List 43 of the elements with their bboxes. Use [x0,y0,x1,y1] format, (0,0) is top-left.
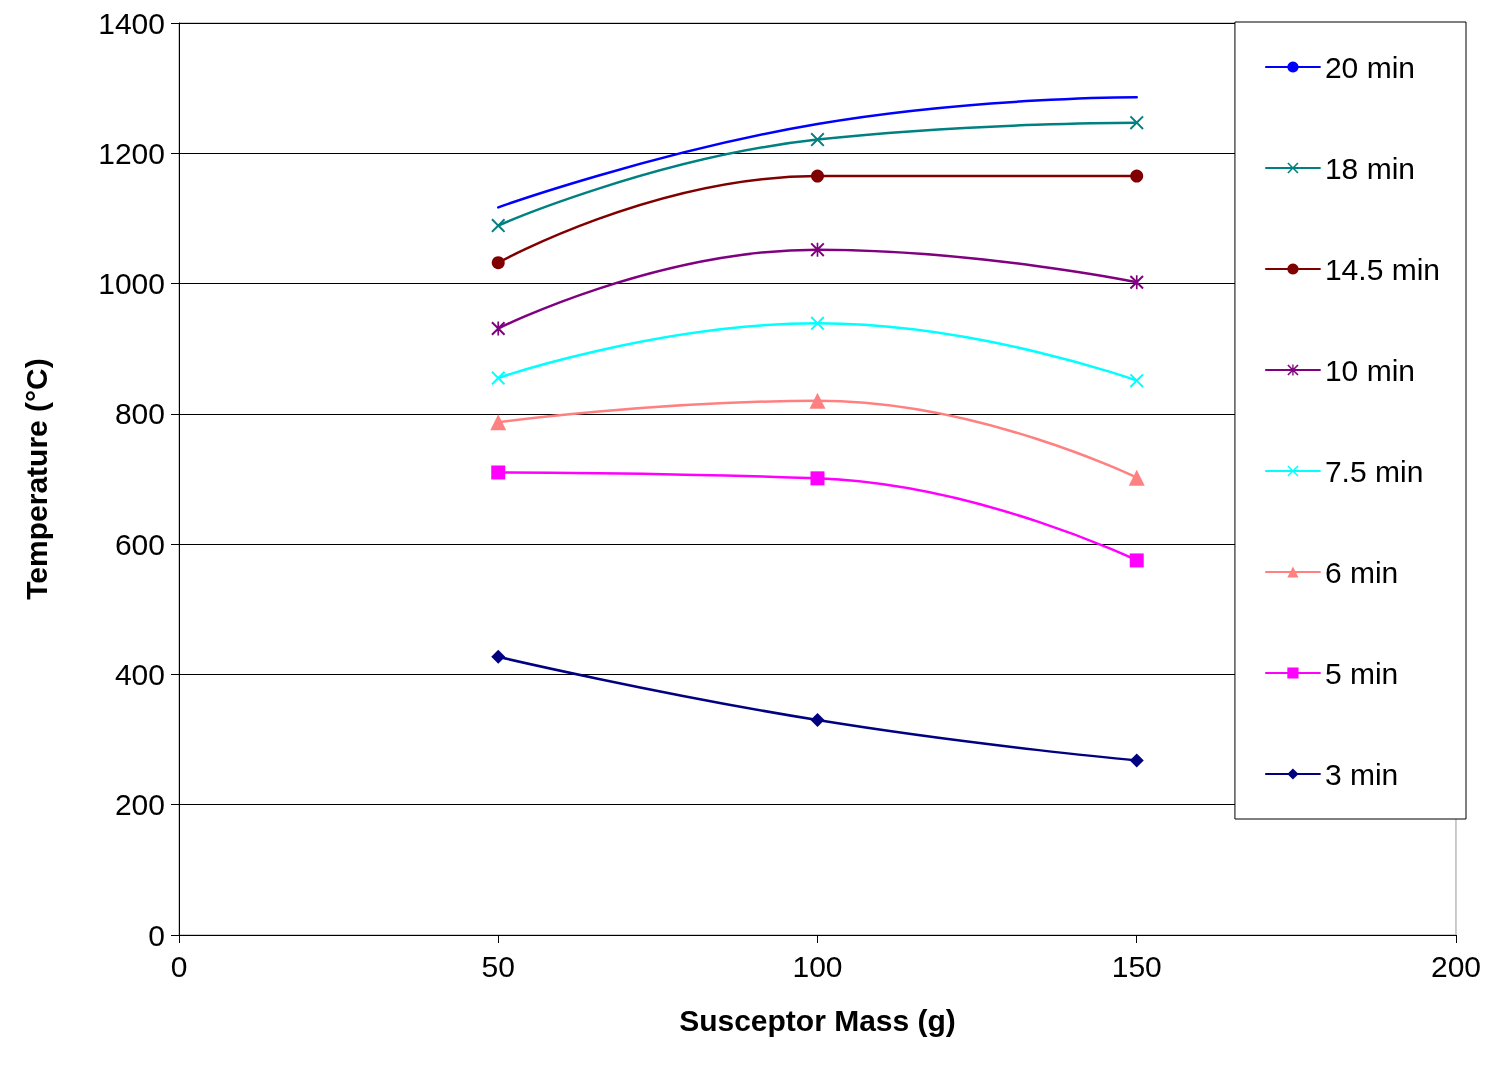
point [491,218,506,233]
point [1128,469,1145,486]
x-tick-label: 0 [170,949,188,983]
legend-label: 18 min [1324,151,1415,185]
point [1129,275,1144,290]
x-tick-label: 50 [481,949,515,983]
point [491,649,506,664]
point [491,371,506,386]
y-tick-label: 0 [148,918,165,952]
point [810,316,825,331]
y-tick-label: 200 [114,788,165,822]
point [810,132,825,147]
legend-label: 14.5 min [1324,252,1441,286]
y-tick-label: 400 [114,657,165,691]
y-axis-title: Temperature (°C) [19,358,53,600]
point [1129,553,1144,568]
x-axis-title: Susceptor Mass (g) [679,1003,956,1037]
x-tick-label: 200 [1430,949,1481,983]
point [811,169,824,183]
legend-label: 7.5 min [1324,454,1424,488]
point [809,392,826,409]
legend-label: 6 min [1324,555,1399,589]
point [1129,373,1144,388]
legend-label: 10 min [1324,353,1415,387]
y-tick-label: 1400 [98,6,165,40]
legend-label: 20 min [1324,50,1415,84]
point [1129,115,1144,130]
point [491,465,506,480]
point [810,713,825,728]
point [1130,169,1144,183]
point [810,471,825,486]
y-tick-label: 600 [114,527,165,561]
y-tick-label: 1200 [98,136,165,170]
point [1129,753,1144,768]
x-tick-label: 100 [792,949,843,983]
x-tick-label: 150 [1111,949,1162,983]
point [491,256,505,270]
y-tick-label: 800 [114,397,165,431]
y-tick-label: 1000 [98,267,165,301]
point [491,321,506,336]
legend-label: 5 min [1324,656,1399,690]
legend-label: 3 min [1324,757,1399,791]
point [490,414,507,431]
